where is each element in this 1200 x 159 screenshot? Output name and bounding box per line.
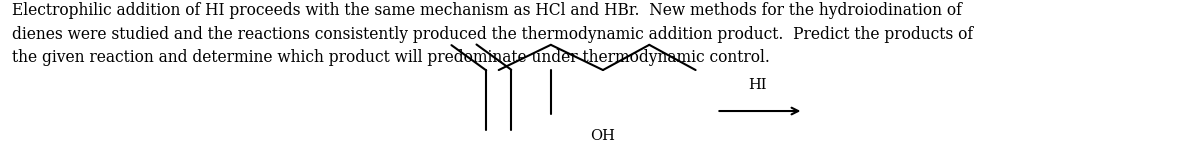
Text: Electrophilic addition of HI proceeds with the same mechanism as HCl and HBr.  N: Electrophilic addition of HI proceeds wi… <box>12 2 973 66</box>
Text: OH: OH <box>590 128 616 143</box>
Text: HI: HI <box>748 78 767 92</box>
